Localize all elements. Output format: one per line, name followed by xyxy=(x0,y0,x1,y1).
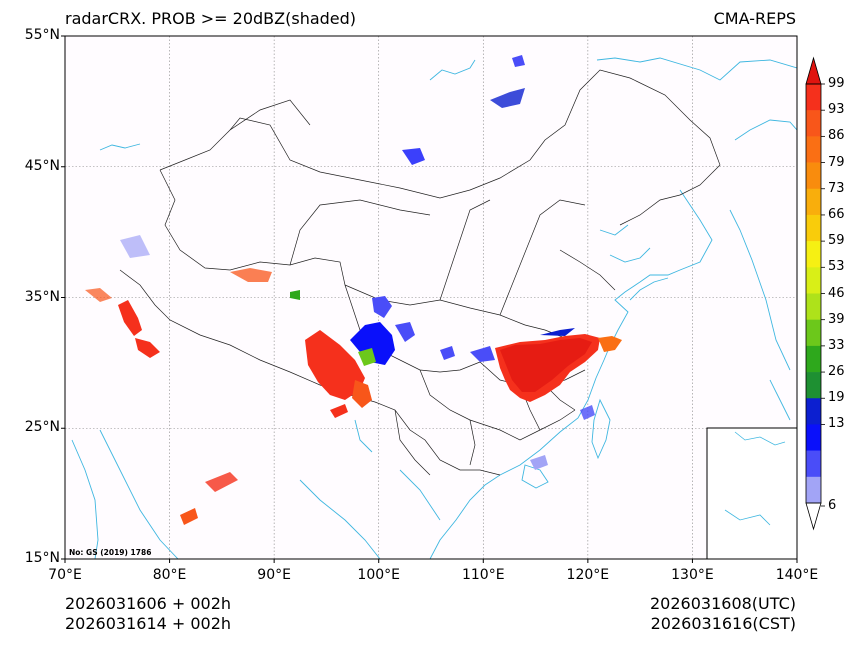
init-time-block: 2026031606 + 002h 2026031614 + 002h xyxy=(65,594,231,634)
init-time-cst: 2026031614 + 002h xyxy=(65,614,232,633)
longitude-label: 130°E xyxy=(671,567,714,583)
longitude-label: 100°E xyxy=(357,567,400,583)
colorbar-tick-label: 6 xyxy=(828,498,837,513)
colorbar-segment xyxy=(806,136,821,163)
latitude-label: 25°N xyxy=(24,419,60,436)
inset-coastline xyxy=(734,431,786,446)
valid-time-utc: 2026031608(UTC) xyxy=(650,594,796,613)
colorbar-segment xyxy=(806,162,821,190)
colorbar-tick-label: 13 xyxy=(828,416,845,432)
colorbar-segment xyxy=(806,188,821,216)
colorbar-segment xyxy=(806,241,821,268)
colorbar-tick-label: 73 xyxy=(828,180,845,196)
longitude-label: 120°E xyxy=(566,567,610,583)
longitude-label: 110°E xyxy=(461,567,505,583)
colorbar-tick-label: 66 xyxy=(828,206,845,222)
colorbar-segment xyxy=(806,398,821,425)
colorbar-segment xyxy=(806,110,821,137)
colorbar-segment xyxy=(806,84,821,111)
colorbar-segment xyxy=(806,372,821,399)
map-title: radarCRX. PROB >= 20dBZ(shaded) xyxy=(65,9,357,28)
longitude-label: 140°E xyxy=(775,567,819,583)
init-time-utc: 2026031606 + 002h xyxy=(65,594,232,613)
map-approval-number: No: GS (2019) 1786 xyxy=(69,548,151,557)
colorbar-tick-label: 33 xyxy=(828,337,845,353)
colorbar-segment xyxy=(806,319,821,347)
colorbar-tick-label: 99 xyxy=(828,76,845,91)
colorbar-tick-label: 26 xyxy=(828,364,845,380)
longitude-label: 80°E xyxy=(152,567,187,583)
coastline xyxy=(71,57,797,559)
colorbar-tick-label: 86 xyxy=(828,128,845,144)
colorbar-segment xyxy=(806,476,821,504)
latitude-label: 55°N xyxy=(24,27,60,43)
colorbar-tick-label: 39 xyxy=(828,311,845,327)
valid-time-cst: 2026031616(CST) xyxy=(650,614,796,633)
borders xyxy=(119,69,721,476)
colorbar-extend-max xyxy=(805,56,822,85)
map-layer xyxy=(71,55,797,559)
colorbar-tick-label: 93 xyxy=(828,102,845,118)
latitude-label: 35°N xyxy=(24,288,60,305)
colorbar-tick-label: 79 xyxy=(828,154,845,170)
colorbar-segment xyxy=(806,424,821,451)
colorbar-tick-label: 59 xyxy=(828,233,845,249)
latitude-label: 15°N xyxy=(24,550,60,566)
longitude-label: 70°E xyxy=(48,567,82,583)
colorbar-segment xyxy=(806,450,821,478)
colorbar-segment xyxy=(806,293,821,320)
colorbar-tick-label: 53 xyxy=(828,259,845,275)
colorbar-tick-label: 46 xyxy=(828,285,845,301)
latitude-label: 45°N xyxy=(24,157,60,174)
gridlines xyxy=(65,36,797,559)
model-name: CMA-REPS xyxy=(713,9,796,28)
colorbar-tick-label: 19 xyxy=(828,390,845,406)
probability-shading xyxy=(85,55,622,525)
colorbar xyxy=(805,56,825,531)
valid-time-block: 2026031608(UTC) 2026031616(CST) xyxy=(650,594,796,634)
colorbar-segment xyxy=(806,214,821,242)
axis-ticks xyxy=(61,35,798,563)
colorbar-segment xyxy=(806,267,821,294)
longitude-label: 90°E xyxy=(257,567,291,583)
inset-coastline-south xyxy=(724,509,771,526)
inset-map xyxy=(706,427,798,560)
colorbar-extend-min xyxy=(805,502,822,531)
colorbar-segment xyxy=(806,345,821,373)
